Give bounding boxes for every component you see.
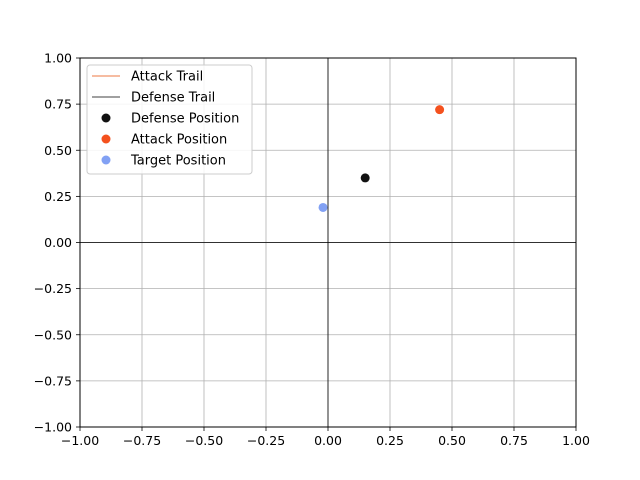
x-tick-label-8: 1.00 xyxy=(562,433,590,448)
legend-swatch-defense-position xyxy=(101,113,111,123)
x-tick-label-5: 0.25 xyxy=(376,433,404,448)
x-tick-label-0: −1.00 xyxy=(61,433,99,448)
y-tick-label-8: 1.00 xyxy=(44,51,72,66)
y-tick-label-7: 0.75 xyxy=(44,97,72,112)
data-points xyxy=(318,105,445,212)
x-tick-label-1: −0.75 xyxy=(123,433,161,448)
legend: Attack Trail Defense Trail Defense Positio… xyxy=(86,64,253,175)
legend-swatch-target-position xyxy=(101,155,111,165)
legend-label-defense-trail: Defense Trail xyxy=(131,91,215,106)
y-tick-label-5: 0.25 xyxy=(44,189,72,204)
point-target-position-0 xyxy=(318,202,328,212)
y-tick-label-2: −0.50 xyxy=(34,327,72,342)
point-defense-position-0 xyxy=(360,173,370,183)
point-attack-position-0 xyxy=(435,105,445,115)
y-tick-label-3: −0.25 xyxy=(34,281,72,296)
y-tick-label-1: −0.75 xyxy=(34,373,72,388)
y-tick-label-0: −1.00 xyxy=(34,420,72,435)
x-tick-label-7: 0.75 xyxy=(500,433,528,448)
legend-label-target-position: Target Position xyxy=(130,154,226,169)
legend-box xyxy=(86,64,253,175)
legend-label-attack-trail: Attack Trail xyxy=(131,70,203,85)
zero-axis-lines xyxy=(80,58,576,427)
y-tick-label-4: 0.00 xyxy=(44,235,72,250)
x-tick-label-6: 0.50 xyxy=(438,433,466,448)
legend-label-attack-position: Attack Position xyxy=(131,133,227,148)
x-tick-label-2: −0.50 xyxy=(185,433,223,448)
y-tick-label-6: 0.50 xyxy=(44,143,72,158)
legend-label-defense-position: Defense Position xyxy=(131,112,239,127)
axis-ticks: −1.00 −0.75 −0.50 −0.25 0.00 0.25 0.50 0.75 1.00… xyxy=(34,51,590,449)
x-tick-label-3: −0.25 xyxy=(247,433,285,448)
x-tick-label-4: 0.00 xyxy=(314,433,342,448)
legend-swatch-attack-position xyxy=(101,134,111,144)
